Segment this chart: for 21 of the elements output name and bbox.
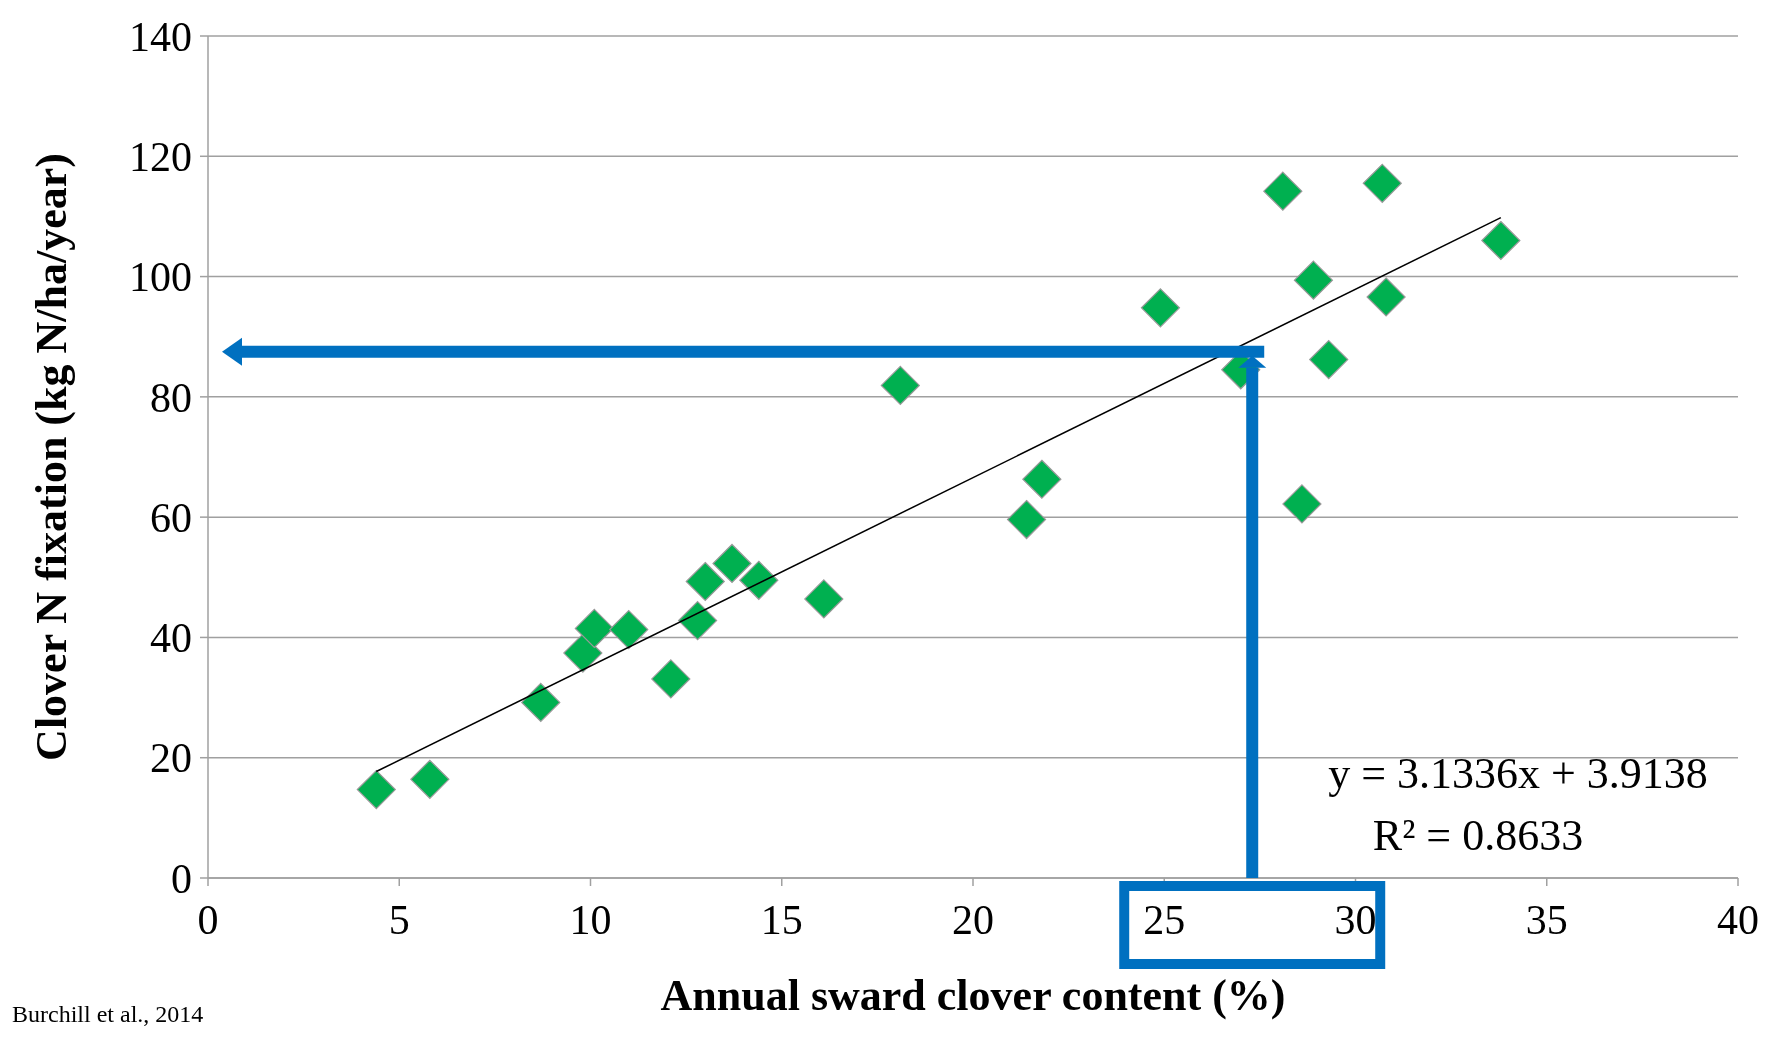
y-tick-label: 100	[129, 254, 192, 301]
y-tick-label: 140	[129, 13, 192, 60]
y-tick-label: 60	[150, 494, 192, 541]
text: Burchill et al., 2014	[12, 1001, 204, 1027]
x-tick-label: 20	[952, 897, 994, 943]
x-tick-label: 15	[760, 897, 803, 943]
x-axis-title: Annual sward clover content (%)	[660, 971, 1286, 1020]
x-tick-label: 40	[1717, 897, 1759, 943]
y-tick-label: 0	[171, 855, 192, 902]
x-tick-label: 35	[1525, 897, 1568, 943]
x-tick-label: 10	[569, 897, 612, 943]
annotation: y = 3.1336x + 3.9138	[1328, 749, 1708, 798]
x-tick-label: 30	[1334, 897, 1377, 943]
y-axis-title: Clover N fixation (kg N/ha/year)	[27, 153, 76, 761]
y-tick-label: 80	[150, 374, 192, 421]
x-tick-label: 25	[1143, 897, 1186, 943]
annotation: R² = 0.8633	[1372, 811, 1584, 860]
y-tick-label: 40	[150, 615, 192, 662]
x-tick-label: 5	[388, 897, 410, 943]
y-tick-label: 120	[129, 133, 192, 180]
y-tick-label: 20	[150, 735, 192, 782]
